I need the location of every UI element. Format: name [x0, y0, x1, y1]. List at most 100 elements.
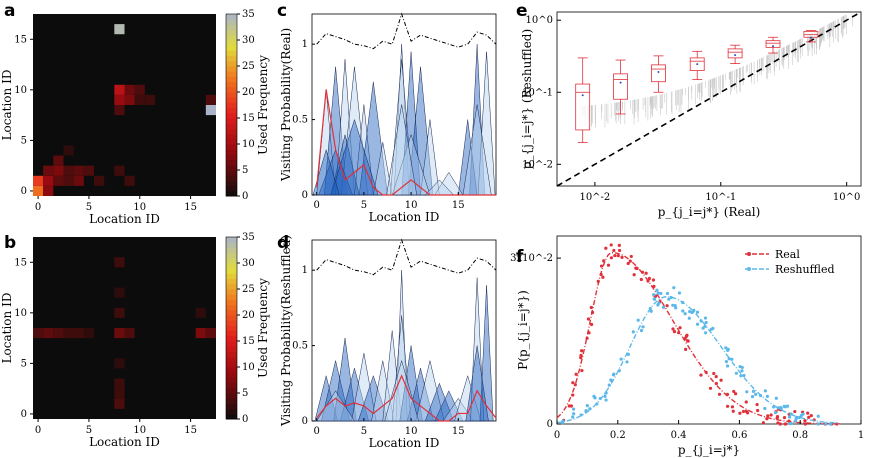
data-point-reshuffled [704, 331, 708, 335]
data-point-reshuffled [667, 297, 671, 301]
colorbar-segment [226, 123, 237, 129]
box-iqr [727, 48, 743, 59]
colorbar-tick-label: 10 [242, 362, 255, 373]
data-point-reshuffled [725, 364, 730, 368]
data-point-real [756, 408, 760, 413]
data-point-real [775, 414, 780, 419]
colorbar-segment [226, 40, 237, 46]
diagonal-reference-line [556, 11, 862, 187]
data-point-real [714, 381, 718, 386]
data-point-real [601, 275, 605, 279]
data-point-reshuffled [724, 360, 729, 364]
y-tick-label: 0.5 [292, 115, 308, 126]
area-chart-c: 0 5 10 15 0 0.5 1 Location ID Visiting Probabili… [279, 12, 497, 224]
colorbar-segment [226, 55, 237, 62]
colorbar-segment [226, 60, 237, 67]
heatmap-cell [134, 94, 145, 105]
data-point-real [778, 422, 782, 426]
heatmap-cell [33, 328, 44, 339]
heatmap-cell [114, 287, 125, 298]
data-point-reshuffled [592, 394, 596, 398]
x-tick-label: 15 [452, 200, 465, 211]
colorbar-segment [226, 97, 237, 103]
x-tick-label: 10 [405, 200, 418, 211]
heatmap-cell [195, 328, 206, 339]
data-point-real [714, 375, 718, 379]
data-point-reshuffled [788, 422, 792, 426]
colorbar-segment [226, 45, 237, 51]
probability-peak [312, 148, 340, 196]
colorbar-segment [226, 377, 237, 384]
colorbar-segment [226, 190, 237, 197]
y-axis-label: Location ID [0, 70, 14, 141]
heatmap-cell [114, 24, 125, 35]
data-point-reshuffled [611, 373, 616, 377]
heatmap-cell [63, 175, 74, 186]
data-point-real [616, 254, 620, 258]
data-point-real [708, 386, 713, 390]
y-tick-label: 1 [302, 265, 308, 276]
data-point-reshuffled [816, 422, 820, 426]
colorbar-segment [226, 242, 237, 248]
data-point-real [725, 404, 730, 408]
data-point-real [782, 416, 787, 420]
heatmap-cell [63, 165, 74, 176]
colorbar-segment [226, 159, 237, 166]
data-point-real [732, 389, 736, 394]
y-tick-label: 0 [21, 409, 27, 420]
data-point-reshuffled [659, 291, 663, 296]
data-point-real [665, 304, 669, 308]
colorbar-tick-label: 10 [242, 139, 255, 150]
data-point-real [586, 317, 591, 321]
data-point-reshuffled [704, 320, 708, 325]
y-tick-label: 5 [21, 135, 27, 146]
heatmap-cell [63, 145, 74, 156]
heatmap-cell [94, 175, 105, 186]
colorbar-tick-label: 20 [242, 87, 255, 98]
data-point-real [769, 413, 773, 417]
colorbar-segment [226, 107, 237, 114]
y-axis-label: Visiting Probability(Reshuffled) [279, 235, 293, 427]
colorbar-segment [226, 289, 237, 295]
data-point-real [609, 256, 614, 260]
data-point-real [606, 263, 611, 267]
data-point-reshuffled [656, 303, 660, 307]
data-point-reshuffled [649, 309, 653, 313]
data-point-reshuffled [730, 357, 734, 361]
colorbar-segment [226, 273, 237, 280]
colorbar-segment [226, 252, 237, 259]
x-tick-label: 5 [86, 202, 92, 213]
heatmap-cell [114, 398, 125, 409]
x-tick-label: 10^-1 [705, 192, 736, 203]
data-point-reshuffled [724, 346, 728, 350]
heatmap-cell [205, 105, 216, 116]
data-point-real [651, 278, 656, 282]
data-point-reshuffled [734, 371, 738, 375]
data-point-reshuffled [625, 360, 629, 364]
data-point-real [684, 347, 688, 351]
colorbar-segment [226, 50, 237, 57]
heatmap-cell [114, 328, 125, 339]
data-point-real [803, 419, 807, 423]
box-iqr [651, 64, 666, 83]
y-axis-label: P(p_{j_i=j*}) [516, 290, 530, 370]
data-point-reshuffled [773, 410, 778, 415]
area-chart-d: 0 5 10 15 0 0.5 1 Location ID Visiting Probabili… [279, 235, 497, 450]
data-point-reshuffled [774, 396, 778, 400]
heatmap-cell [205, 328, 216, 339]
data-point-reshuffled [787, 415, 792, 419]
panel-letter-e: e [516, 1, 528, 21]
y-tick-label: 15 [14, 34, 27, 45]
data-point-real [571, 393, 575, 397]
colorbar-segment [226, 19, 237, 25]
colorbar-segment [226, 81, 237, 88]
data-point-reshuffled [671, 303, 675, 307]
data-point-reshuffled [695, 322, 700, 326]
y-tick-label: 0 [21, 186, 27, 197]
panel-letter-c: c [277, 1, 287, 21]
data-point-real [632, 273, 636, 277]
colorbar-frame [225, 236, 238, 420]
x-tick-label: 10^0 [833, 192, 860, 203]
data-point-reshuffled [665, 291, 670, 296]
heatmap-cell [134, 84, 145, 95]
